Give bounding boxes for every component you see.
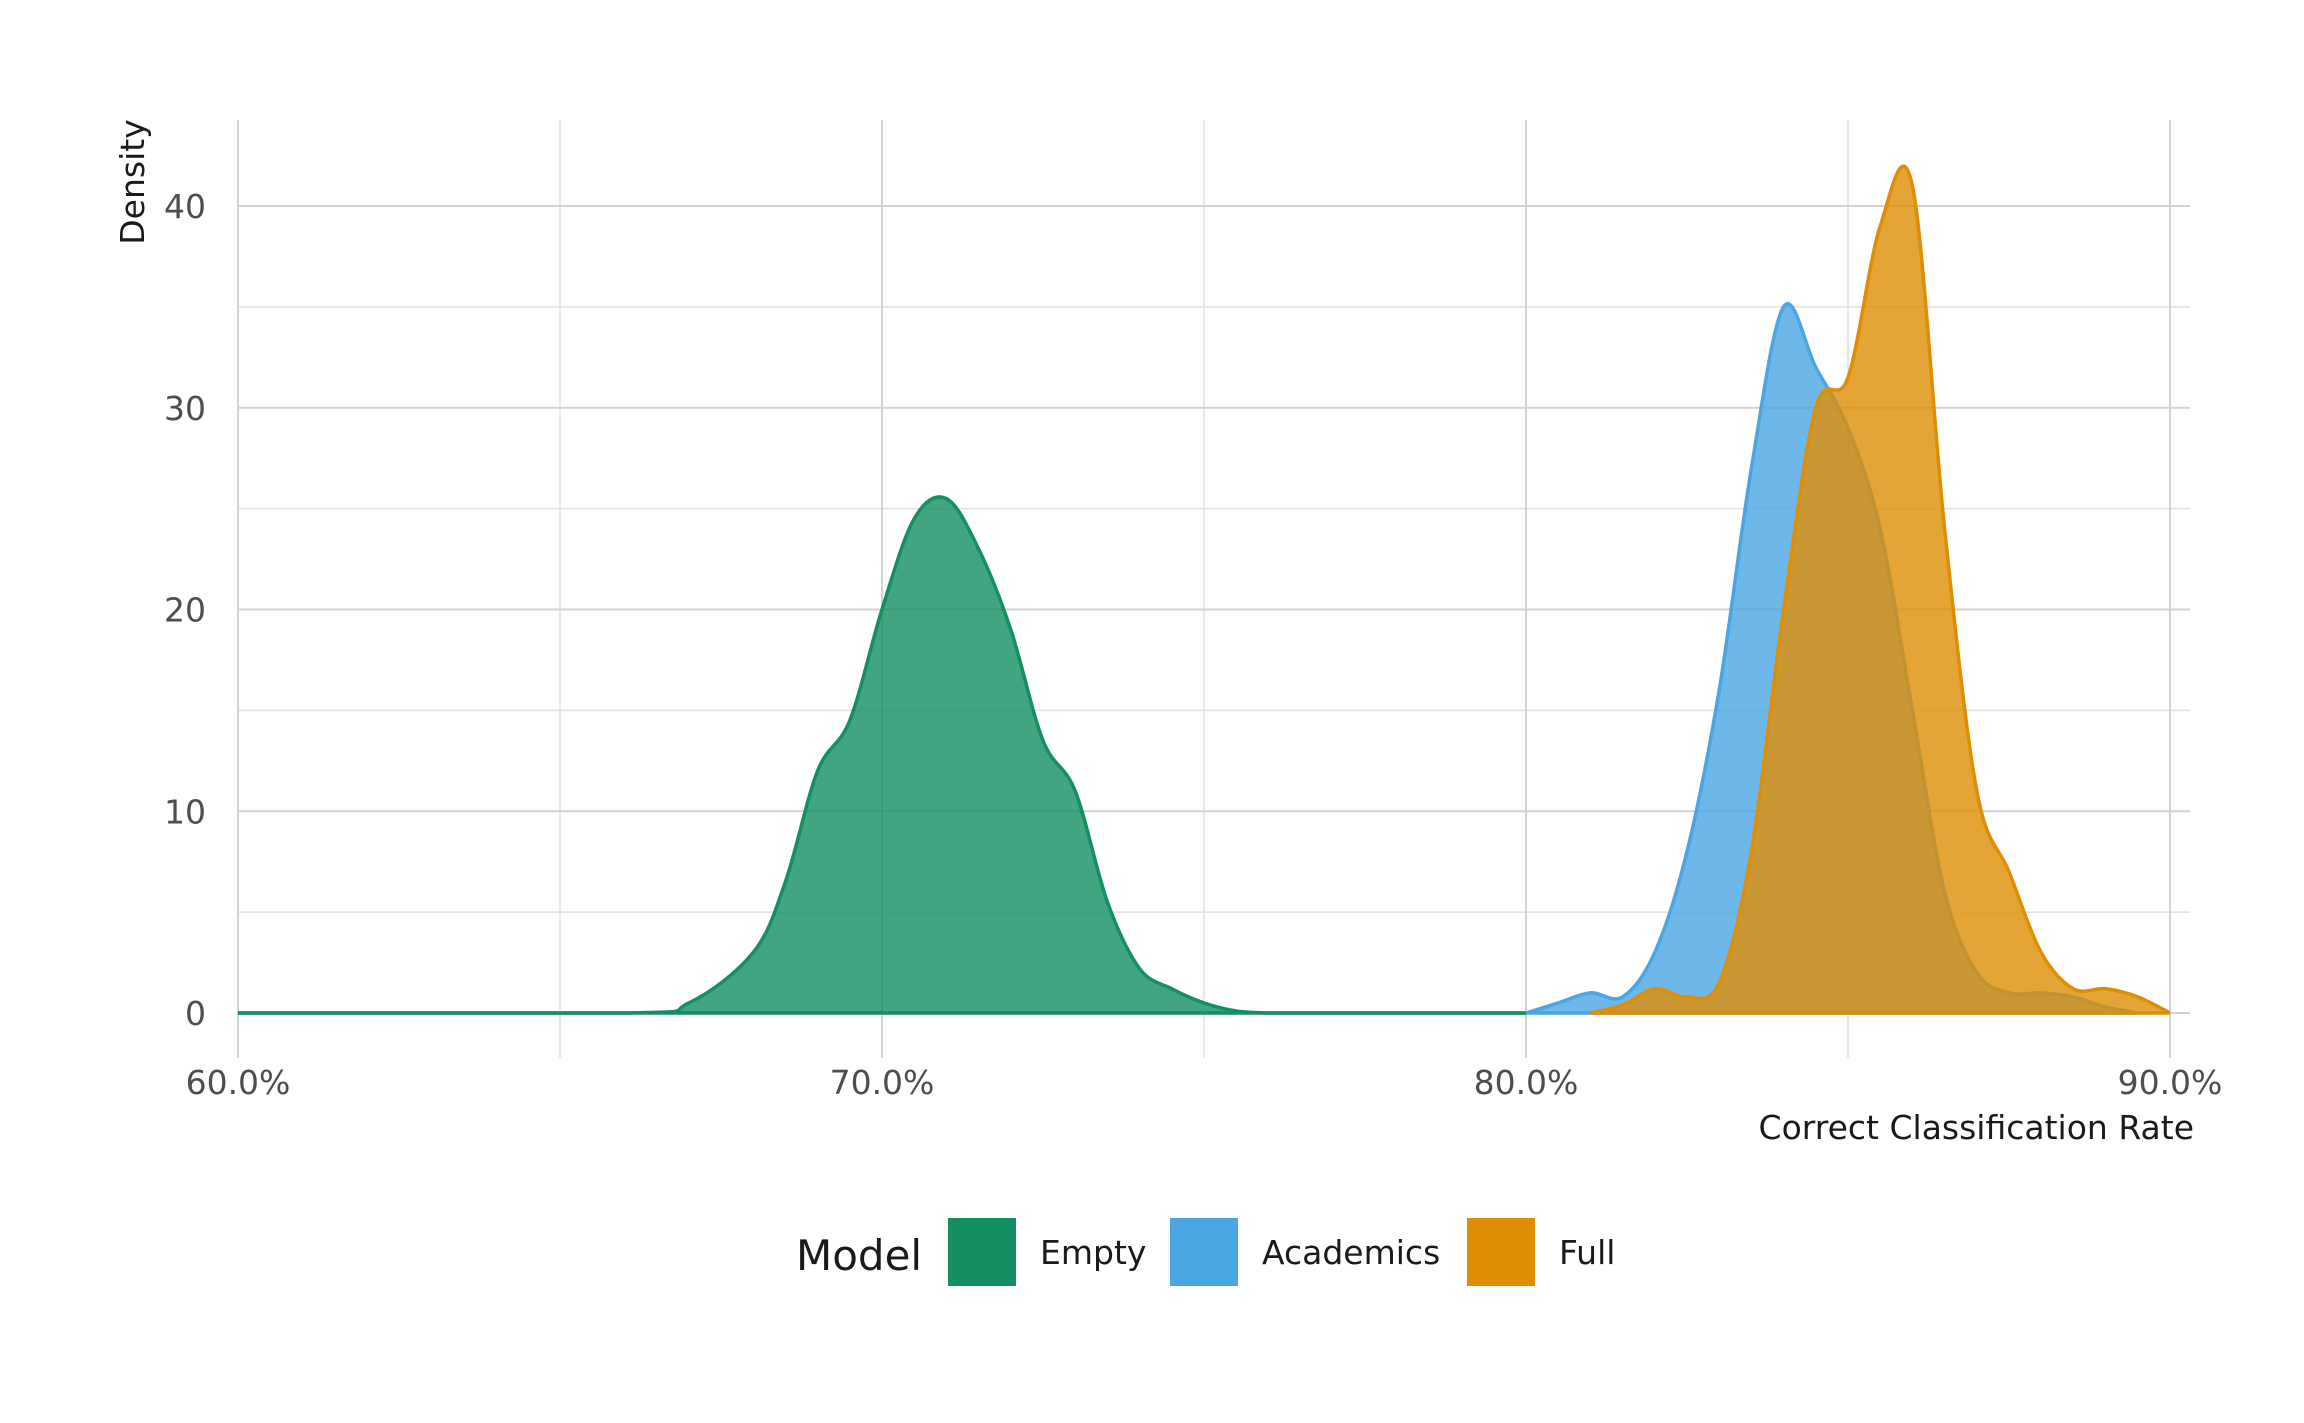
density-area-empty (238, 496, 1526, 1014)
y-tick-label: 10 (164, 792, 206, 831)
y-tick-label: 40 (164, 187, 206, 226)
legend-items: Empty Academics Full (948, 1218, 1615, 1286)
legend-label-full: Full (1559, 1233, 1615, 1272)
legend-swatch-empty (948, 1218, 1016, 1286)
x-tick-label: 80.0% (1474, 1063, 1579, 1102)
density-area-full (1590, 166, 2170, 1014)
legend-swatch-academics (1170, 1218, 1238, 1286)
legend-label-academics: Academics (1262, 1233, 1440, 1272)
legend: Model Empty Academics Full (796, 1218, 1615, 1286)
density-line-full (1589, 164, 2171, 1015)
legend-title: Model (796, 1231, 922, 1280)
x-axis-ticks: 60.0% 70.0% 80.0% 90.0% (186, 1063, 2223, 1102)
grid-minor (238, 120, 2190, 1058)
legend-swatch-full (1467, 1218, 1535, 1286)
y-axis-ticks: 0 10 20 30 40 (164, 187, 206, 1033)
y-tick-label: 20 (164, 591, 206, 630)
x-tick-label: 90.0% (2118, 1063, 2223, 1102)
legend-label-empty: Empty (1040, 1233, 1146, 1272)
y-axis-title: Density (113, 119, 152, 244)
x-tick-label: 70.0% (830, 1063, 935, 1102)
x-tick-label: 60.0% (186, 1063, 291, 1102)
y-tick-label: 0 (185, 994, 206, 1033)
x-axis-title: Correct Classification Rate (1759, 1108, 2194, 1147)
y-tick-label: 30 (164, 389, 206, 428)
density-series (238, 164, 2171, 1015)
